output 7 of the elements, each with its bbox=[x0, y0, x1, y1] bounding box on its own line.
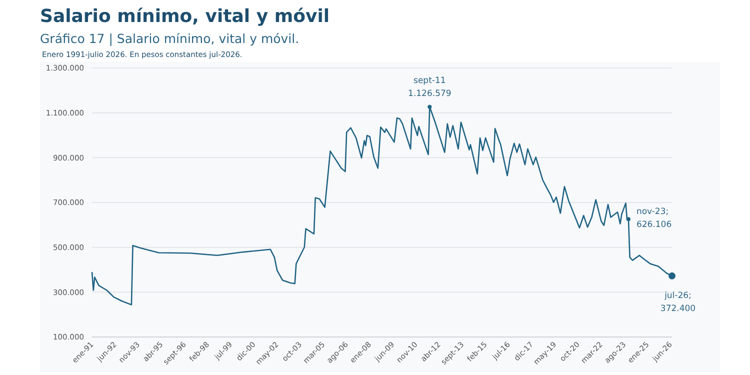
annotation: sept-11 1.126.579 bbox=[408, 76, 452, 99]
annotation: jul-26; 372.400 bbox=[660, 290, 696, 314]
annotation: nov-23; 626.106 bbox=[636, 207, 672, 230]
chart-title: Salario mínimo, vital y móvil bbox=[40, 6, 330, 27]
chart-subtitle: Gráfico 17 | Salario mínimo, vital y móvil. bbox=[40, 31, 300, 46]
point bbox=[428, 104, 432, 109]
point bbox=[626, 217, 630, 222]
